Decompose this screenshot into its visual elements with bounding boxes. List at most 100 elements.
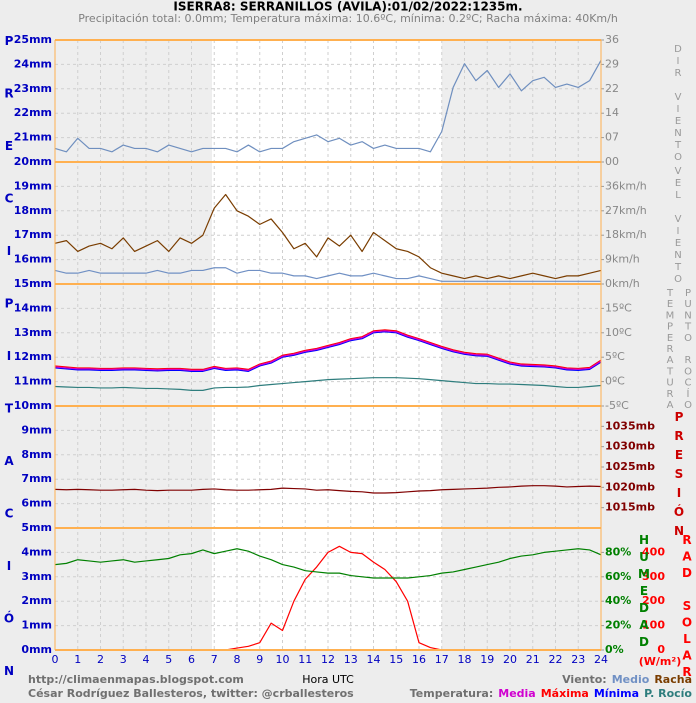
legend-entry: Medio [612,673,650,686]
chart-subtitle: Precipitación total: 0.0mm; Temperatura … [78,12,618,25]
x-tick-label: 18 [458,653,472,666]
x-tick-label: 14 [367,653,381,666]
y-tick-label: 80% [605,545,631,558]
x-tick-label: 15 [389,653,403,666]
y-tick-label: 14mm [14,301,52,314]
y-tick-label: 9km/h [605,253,640,266]
x-tick-label: 23 [571,653,585,666]
legend-entry: Media [498,687,535,700]
axis-label: RAD SOLAR [680,533,694,682]
y-tick-label: 21mm [14,131,52,144]
y-tick-label: 07 [605,131,619,144]
y2-unit: (W/m²) [639,655,682,668]
y-tick-label: 23mm [14,82,52,95]
y-tick-label: 20% [605,619,631,632]
y-tick-label: 1020mb [605,480,655,493]
x-tick-label: 2 [97,653,104,666]
x-tick-label: 7 [211,653,218,666]
x-axis-label: Hora UTC [302,673,354,686]
y-tick-label: 36km/h [605,179,647,192]
x-tick-label: 20 [503,653,517,666]
x-tick-label: 6 [188,653,195,666]
night-shading [55,40,212,650]
y-tick-label: 18km/h [605,228,647,241]
x-tick-label: 22 [549,653,563,666]
y-tick-label: 0km/h [605,277,640,290]
legend: Viento: Medio Racha [562,673,692,686]
data-line [54,377,602,391]
credit: http://climaenmapas.blogspot.com [28,673,244,686]
y-tick-label: 15ºC [605,301,632,314]
x-tick-label: 5 [165,653,172,666]
y-tick-label: 18mm [14,204,52,217]
y-tick-label: 11mm [14,375,52,388]
x-tick-label: 13 [344,653,358,666]
y-tick-label: 16mm [14,253,52,266]
data-line [54,485,602,494]
x-tick-label: 10 [276,653,290,666]
y-tick-label: 27km/h [605,204,647,217]
y-tick-label: 1025mb [605,460,655,473]
y-tick-label: 1030mb [605,440,655,453]
legend-entry: Máxima [541,687,589,700]
y-tick-label: 3mm [21,570,52,583]
y-tick-label: 36 [605,33,619,46]
data-line [54,331,602,372]
y-tick-label: 29 [605,57,619,70]
data-line [54,60,602,153]
y-tick-label: 7mm [21,472,52,485]
x-tick-label: 9 [256,653,263,666]
y2-tick-label: 100 [642,619,665,632]
y-tick-label: 0% [605,643,624,656]
y-tick-label: 5ºC [605,350,625,363]
night-shading [441,40,601,650]
y-tick-label: -5ºC [605,399,629,412]
data-line [54,330,602,371]
y-tick-label: 20mm [14,155,52,168]
y-tick-label: 4mm [21,545,52,558]
y-tick-label: 25mm [14,33,52,46]
axis-label: TEMPERATURA [665,288,676,411]
y-tick-label: 13mm [14,326,52,339]
y-tick-label: 1015mb [605,501,655,514]
y-tick-label: 6mm [21,497,52,510]
y-tick-label: 2mm [21,594,52,607]
y-tick-label: 60% [605,570,631,583]
x-tick-label: 21 [526,653,540,666]
legend-entry: P. Rocío [644,687,692,700]
y2-tick-label: 400 [642,545,665,558]
y-tick-label: 10ºC [605,326,632,339]
y-tick-label: 8mm [21,448,52,461]
legend: Temperatura: Media Máxima Mínima P. Rocío [410,687,693,700]
y-tick-label: 22mm [14,106,52,119]
y2-tick-label: 200 [642,594,665,607]
y-tick-label: 1mm [21,619,52,632]
y-tick-label: 24mm [14,57,52,70]
legend-entry: Mínima [594,687,639,700]
y-tick-label: 9mm [21,423,52,436]
y2-tick-label: 0 [657,643,665,656]
axis-label: PRESIÓN [672,410,686,543]
y2-tick-label: 300 [642,570,665,583]
axis-label: PRECIPITACIÓN [2,34,16,703]
legend-entry: Racha [654,673,692,686]
axis-label: PUNTO ROCÍO [683,288,694,411]
x-tick-label: 3 [120,653,127,666]
y-tick-label: 5mm [21,521,52,534]
y-tick-label: 14 [605,106,619,119]
data-line [54,193,602,280]
x-tick-label: 12 [321,653,335,666]
y-tick-label: 10mm [14,399,52,412]
y-tick-label: 19mm [14,179,52,192]
credit: César Rodríguez Ballesteros, twitter: @c… [28,687,354,700]
axis-label: HUMEDAD [637,533,651,652]
x-tick-label: 4 [143,653,150,666]
axis-label: VEL VIENTO [673,166,684,286]
x-tick-label: 17 [435,653,449,666]
x-tick-label: 8 [234,653,241,666]
data-line [54,329,602,370]
data-line [54,267,601,282]
y-tick-label: 17mm [14,228,52,241]
